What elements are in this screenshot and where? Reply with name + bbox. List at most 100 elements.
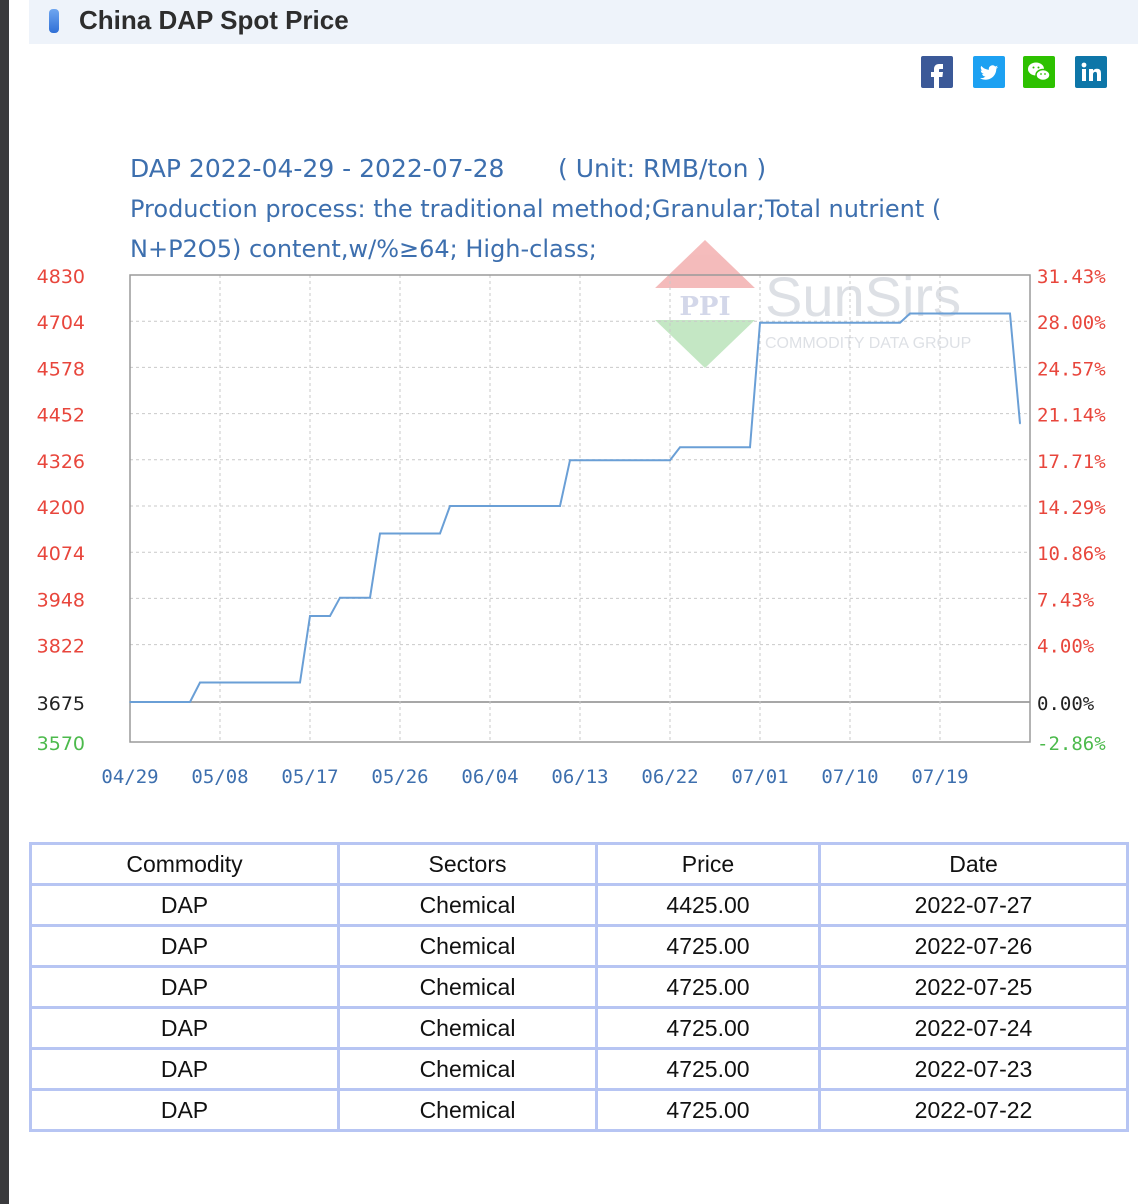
x-tick-label: 05/26: [371, 766, 428, 788]
data-point: [679, 446, 681, 449]
chart-series: [129, 312, 1021, 703]
data-point: [1019, 422, 1021, 425]
page-title: China DAP Spot Price: [79, 5, 349, 35]
section-header: China DAP Spot Price: [29, 0, 1138, 44]
y2-tick-label: 7.43%: [1037, 589, 1095, 611]
cell-sector: Chemical: [337, 965, 598, 1009]
table-row: DAP Chemical 4725.00 2022-07-24: [29, 1006, 1129, 1050]
data-point: [199, 681, 201, 684]
chart-unit: ( Unit: RMB/ton ): [558, 154, 766, 183]
twitter-share-button[interactable]: [973, 56, 1005, 88]
cell-sector: Chemical: [337, 1047, 598, 1091]
y2-tick-label: 31.43%: [1037, 266, 1106, 288]
y2-tick-label: 14.29%: [1037, 497, 1106, 519]
data-point: [129, 701, 131, 703]
x-tick-label: 04/29: [101, 766, 158, 788]
data-point: [299, 681, 301, 684]
cell-sector: Chemical: [337, 1006, 598, 1050]
cell-commodity: DAP: [29, 1047, 340, 1091]
price-chart: PPI SunSirs COMMODITY DATA GROUP DAP 202…: [37, 154, 1107, 788]
header-accent-mark: [49, 9, 59, 33]
cell-commodity: DAP: [29, 965, 340, 1009]
facebook-icon: [921, 56, 953, 88]
watermark-tagline: COMMODITY DATA GROUP: [765, 335, 971, 352]
y2-tick-label: 21.14%: [1037, 405, 1106, 427]
cell-date: 2022-07-26: [818, 924, 1129, 968]
data-point: [379, 532, 381, 535]
x-tick-label: 07/19: [911, 766, 968, 788]
table-row: DAP Chemical 4725.00 2022-07-22: [29, 1088, 1129, 1132]
linkedin-share-button[interactable]: [1075, 56, 1107, 88]
x-tick-label: 06/04: [461, 766, 518, 788]
twitter-icon: [973, 56, 1005, 88]
data-point: [1009, 312, 1011, 315]
x-tick-label: 06/22: [641, 766, 698, 788]
table-row: DAP Chemical 4725.00 2022-07-23: [29, 1047, 1129, 1091]
column-header-commodity: Commodity: [29, 842, 340, 886]
chart-title: DAP 2022-04-29 - 2022-07-28: [130, 154, 504, 183]
cell-commodity: DAP: [29, 924, 340, 968]
price-line: [130, 312, 1021, 703]
window-edge: [0, 0, 9, 1204]
y-tick-label: 4326: [37, 451, 85, 473]
chart-subtitle-line1: Production process: the traditional meth…: [130, 195, 941, 223]
wechat-share-button[interactable]: [1023, 56, 1055, 88]
cell-date: 2022-07-25: [818, 965, 1129, 1009]
cell-price: 4725.00: [595, 965, 821, 1009]
data-point: [569, 459, 571, 461]
y-tick-label: 4704: [37, 312, 85, 334]
cell-price: 4725.00: [595, 1006, 821, 1050]
y-tick-label: 3948: [37, 589, 85, 611]
y-tick-label: 3822: [37, 636, 85, 658]
data-point: [189, 701, 191, 703]
x-tick-label: 07/01: [731, 766, 788, 788]
chart-grid: [130, 275, 1030, 742]
column-header-date: Date: [818, 842, 1129, 886]
y-tick-label: 4578: [37, 358, 85, 380]
y-tick-label: 4452: [37, 405, 85, 427]
column-header-price: Price: [595, 842, 821, 886]
y2-tick-label: 28.00%: [1037, 312, 1106, 334]
data-point: [329, 615, 331, 617]
linkedin-icon: [1075, 56, 1107, 88]
cell-price: 4725.00: [595, 1088, 821, 1132]
cell-sector: Chemical: [337, 883, 598, 927]
wechat-icon: [1023, 56, 1055, 88]
cell-sector: Chemical: [337, 1088, 598, 1132]
data-point: [449, 505, 451, 507]
price-table: Commodity Sectors Price Date DAP Chemica…: [29, 842, 1129, 1132]
data-point: [749, 446, 751, 449]
data-point: [309, 615, 311, 617]
table-row: DAP Chemical 4425.00 2022-07-27: [29, 883, 1129, 927]
data-point: [339, 596, 341, 599]
data-point: [669, 459, 671, 461]
y2-tick-label: 0.00%: [1037, 693, 1095, 715]
cell-date: 2022-07-22: [818, 1088, 1129, 1132]
y-tick-label: 3675: [37, 693, 85, 715]
facebook-share-button[interactable]: [921, 56, 953, 88]
x-tick-label: 05/17: [281, 766, 338, 788]
data-point: [439, 532, 441, 535]
cell-commodity: DAP: [29, 1006, 340, 1050]
cell-date: 2022-07-23: [818, 1047, 1129, 1091]
watermark-logo: PPI: [679, 292, 730, 322]
data-point: [899, 321, 901, 324]
cell-commodity: DAP: [29, 1088, 340, 1132]
x-tick-label: 07/10: [821, 766, 878, 788]
y2-tick-label: 24.57%: [1037, 358, 1106, 380]
y2-tick-label: -2.86%: [1037, 733, 1106, 755]
table-row: DAP Chemical 4725.00 2022-07-26: [29, 924, 1129, 968]
sunsirs-watermark: PPI SunSirs COMMODITY DATA GROUP: [651, 240, 971, 368]
cell-date: 2022-07-24: [818, 1006, 1129, 1050]
data-point: [759, 321, 761, 324]
y2-tick-label: 4.00%: [1037, 636, 1095, 658]
x-tick-label: 06/13: [551, 766, 608, 788]
cell-price: 4725.00: [595, 1047, 821, 1091]
y-tick-label: 4830: [37, 266, 85, 288]
chart-axes: 4830 31.43% 4704 28.00% 4578 24.57% 4452 21.14%…: [37, 266, 1107, 788]
table-row: DAP Chemical 4725.00 2022-07-25: [29, 965, 1129, 1009]
y-tick-label: 4200: [37, 497, 85, 519]
y-tick-label: 3570: [37, 733, 85, 755]
cell-sector: Chemical: [337, 924, 598, 968]
cell-price: 4725.00: [595, 924, 821, 968]
